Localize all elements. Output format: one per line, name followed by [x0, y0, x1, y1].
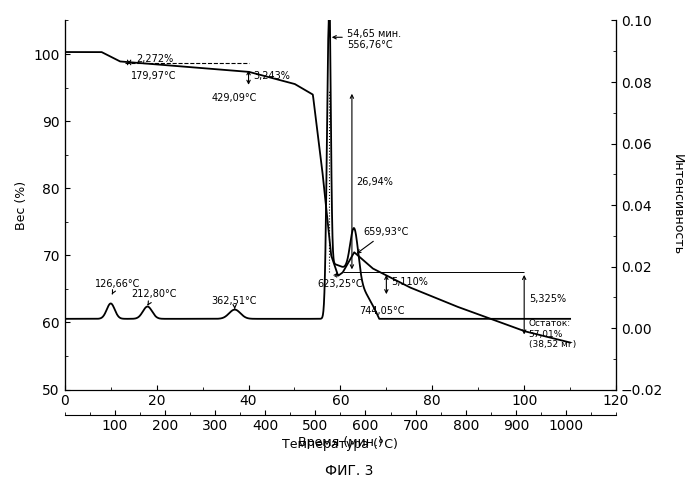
X-axis label: Температура (°C): Температура (°C): [282, 438, 398, 451]
Text: 5,325%: 5,325%: [528, 294, 566, 304]
X-axis label: Время (мин.): Время (мин.): [298, 436, 383, 449]
Text: 179,97°C: 179,97°C: [131, 71, 177, 81]
Text: 126,66°C: 126,66°C: [94, 278, 140, 294]
Text: ФИГ. 3: ФИГ. 3: [325, 464, 374, 478]
Text: 26,94%: 26,94%: [356, 177, 394, 187]
Y-axis label: Вес (%): Вес (%): [15, 180, 28, 229]
Text: 659,93°C: 659,93°C: [357, 227, 409, 253]
Text: 429,09°C: 429,09°C: [212, 93, 257, 103]
Text: 744,05°C: 744,05°C: [359, 306, 404, 316]
Text: 556,76°C: 556,76°C: [347, 40, 393, 50]
Y-axis label: Интенсивность: Интенсивность: [671, 155, 684, 255]
Text: 623,25°C: 623,25°C: [317, 278, 363, 288]
Text: 212,80°C: 212,80°C: [131, 289, 177, 305]
Text: 2,272%: 2,272%: [136, 54, 173, 64]
Text: 3,243%: 3,243%: [253, 71, 290, 81]
Text: Остаток:
57,01%
(38,52 мг): Остаток: 57,01% (38,52 мг): [528, 319, 576, 349]
Text: 5,110%: 5,110%: [391, 277, 428, 287]
Text: 362,51°C: 362,51°C: [212, 296, 257, 309]
Text: 54,65 мин.: 54,65 мин.: [347, 29, 401, 39]
